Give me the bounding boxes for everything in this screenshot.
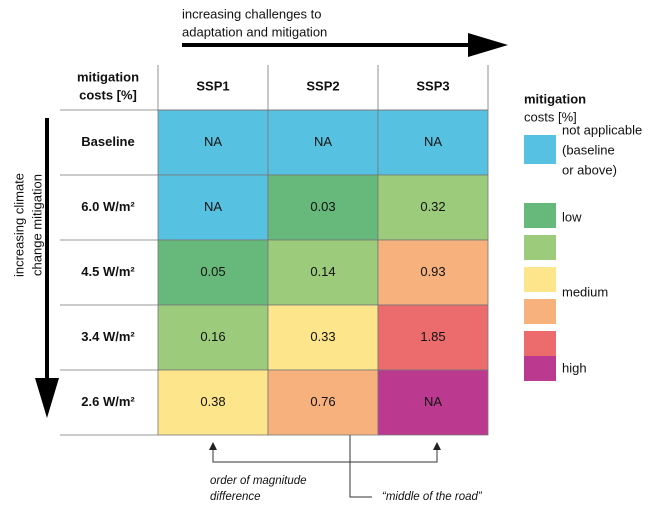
cell-text: NA xyxy=(424,394,442,409)
cell-text: NA xyxy=(204,199,222,214)
cell xyxy=(377,174,489,241)
cell xyxy=(157,369,269,436)
column-header: SSP3 xyxy=(416,78,449,93)
column-header: SSP1 xyxy=(196,78,229,93)
cell xyxy=(157,109,269,176)
top-arrow-text: increasing challenges to xyxy=(182,6,321,21)
cell xyxy=(267,174,379,241)
cell-text: 0.16 xyxy=(200,329,225,344)
corner-label: mitigation xyxy=(77,69,139,84)
cell-text: NA xyxy=(204,134,222,149)
top-arrow-text: adaptation and mitigation xyxy=(182,24,327,39)
cell xyxy=(267,369,379,436)
side-arrow-text: change mitigation xyxy=(29,174,44,276)
cell xyxy=(157,304,269,371)
legend-title: mitigation xyxy=(524,91,586,106)
cell-text: 1.85 xyxy=(420,329,445,344)
row-label: 6.0 W/m² xyxy=(81,199,135,214)
cell xyxy=(267,304,379,371)
row-label: Baseline xyxy=(81,134,134,149)
cell-text: 0.05 xyxy=(200,264,225,279)
row-label: 4.5 W/m² xyxy=(81,264,135,279)
legend-swatch xyxy=(524,356,556,381)
bracket xyxy=(212,450,438,463)
legend-label: high xyxy=(562,360,587,375)
cell-text: 0.76 xyxy=(310,394,335,409)
legend-title: costs [%] xyxy=(524,109,577,124)
side-arrow-text: increasing climate xyxy=(11,173,26,277)
cell xyxy=(377,369,489,436)
legend-label: (baseline xyxy=(562,142,615,157)
cell xyxy=(157,174,269,241)
legend-label: medium xyxy=(562,284,608,299)
row-label: 2.6 W/m² xyxy=(81,394,135,409)
legend-swatch xyxy=(524,299,556,324)
cell xyxy=(377,109,489,176)
arrow-head xyxy=(468,33,508,57)
legend-label: low xyxy=(562,209,582,224)
cell xyxy=(377,304,489,371)
cell-text: 0.32 xyxy=(420,199,445,214)
row-label: 3.4 W/m² xyxy=(81,329,135,344)
annotation: difference xyxy=(210,491,261,503)
annotation: order of magnitude xyxy=(210,475,307,487)
cell xyxy=(377,239,489,306)
legend-label: or above) xyxy=(562,162,617,177)
cell-text: NA xyxy=(314,134,332,149)
cell-text: 0.93 xyxy=(420,264,445,279)
legend-swatch xyxy=(524,267,556,292)
legend-swatch xyxy=(524,331,556,356)
legend-label: not applicable xyxy=(562,122,642,137)
cell-text: 0.03 xyxy=(310,199,335,214)
legend-swatch xyxy=(524,135,556,164)
column-header: SSP2 xyxy=(306,78,339,93)
corner-label: costs [%] xyxy=(79,87,137,102)
cell-text: 0.33 xyxy=(310,329,335,344)
legend-swatch xyxy=(524,235,556,260)
cell-text: 0.14 xyxy=(310,264,335,279)
pointer xyxy=(349,430,372,498)
cell xyxy=(267,239,379,306)
cell-text: NA xyxy=(424,134,442,149)
legend-swatch xyxy=(524,203,556,228)
annotation: “middle of the road” xyxy=(382,491,483,503)
arrow-head xyxy=(35,378,59,418)
cell-text: 0.38 xyxy=(200,394,225,409)
